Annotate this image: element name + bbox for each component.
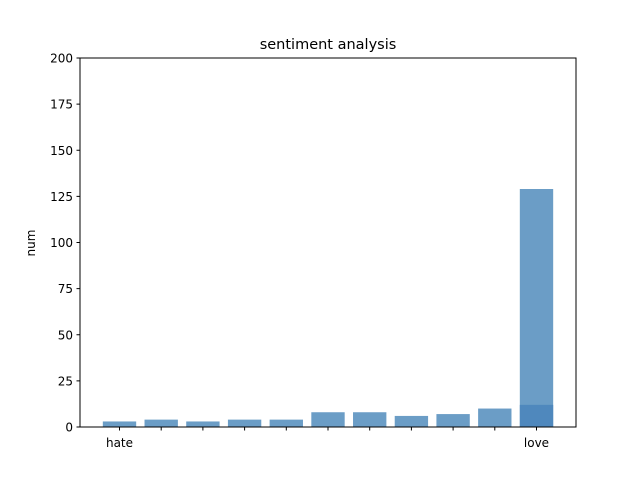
bar-series0-5 xyxy=(311,412,345,427)
y-tick-label-8: 200 xyxy=(50,52,73,66)
bar-series0-1 xyxy=(144,419,178,427)
y-axis: 0 25 50 75 100 125 150 175 200 xyxy=(50,52,80,435)
bar-series0-4 xyxy=(269,419,303,427)
plot-frame xyxy=(79,57,577,428)
bar-series0-6 xyxy=(353,412,387,427)
x-axis: hate love xyxy=(106,427,549,450)
y-tick-label-4: 100 xyxy=(50,236,73,250)
y-tick-label-1: 25 xyxy=(58,374,73,388)
bar-series0-3 xyxy=(227,419,262,427)
bar-series0-2 xyxy=(186,421,220,427)
y-tick-label-3: 75 xyxy=(58,282,73,296)
bar-series0-9 xyxy=(478,408,512,427)
bar-series1-10 xyxy=(519,404,554,427)
bar-series0-0 xyxy=(102,421,137,427)
y-tick-label-2: 50 xyxy=(58,328,73,342)
y-tick-label-6: 150 xyxy=(50,144,73,158)
chart-title: sentiment analysis xyxy=(260,37,397,53)
y-tick-label-7: 175 xyxy=(50,98,73,112)
x-tick-label-10: love xyxy=(524,436,549,450)
bar-series0-7 xyxy=(394,415,429,427)
y-tick-label-5: 125 xyxy=(50,190,73,204)
y-axis-label: num xyxy=(24,230,38,257)
bars-group xyxy=(102,189,554,427)
bar-series0-10 xyxy=(519,189,554,427)
y-tick-label-0: 0 xyxy=(65,421,73,435)
x-tick-label-0: hate xyxy=(106,436,133,450)
bar-series0-8 xyxy=(436,414,470,427)
